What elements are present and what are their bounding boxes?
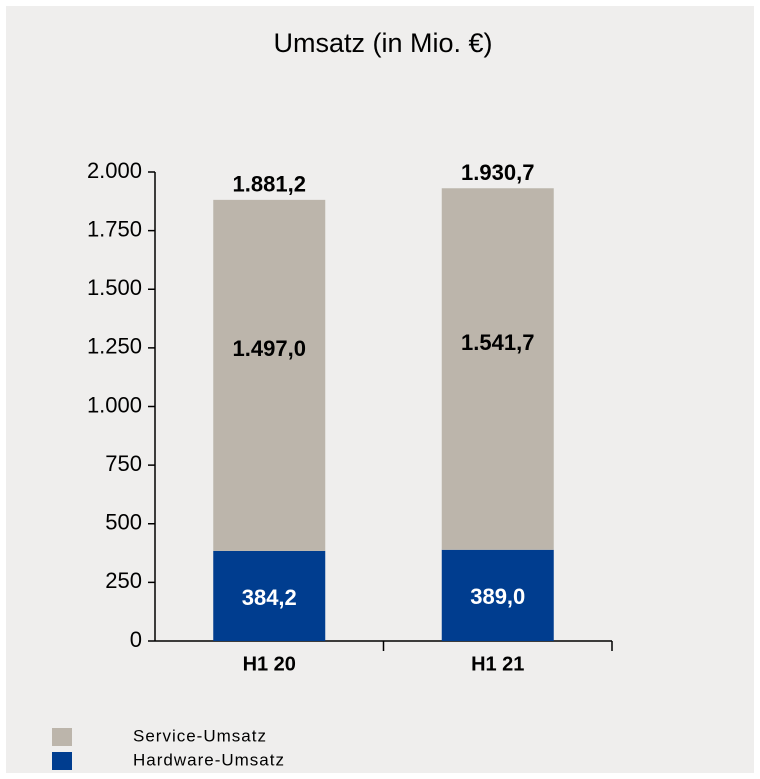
bar-segment [441,188,554,550]
x-tick-label: H1 21 [471,653,524,675]
total-label: 1.881,2 [233,172,306,197]
y-tick-label: 750 [105,451,142,476]
legend-swatch [52,752,72,770]
data-label: 1.541,7 [461,330,534,355]
y-tick-label: 250 [105,568,142,593]
y-tick-label: 1.500 [87,275,142,300]
bar-segment [441,549,554,641]
background [6,6,754,773]
bar-segment [213,199,326,551]
bar-segment [213,550,326,641]
y-tick-label: 2.000 [87,158,142,183]
legend-label: Hardware-Umsatz [133,750,285,769]
data-label: 389,0 [470,584,525,609]
total-label: 1.930,7 [461,160,534,185]
data-label: 384,2 [242,585,297,610]
y-tick-label: 1.250 [87,334,142,359]
y-tick-label: 1.750 [87,216,142,241]
y-tick-label: 500 [105,510,142,535]
x-tick-label: H1 20 [243,653,296,675]
y-tick-label: 1.000 [87,392,142,417]
data-label: 1.497,0 [233,336,306,361]
chart-title: Umsatz (in Mio. €) [273,28,492,58]
legend-swatch [52,728,72,746]
legend-label: Service-Umsatz [133,726,267,745]
y-tick-label: 0 [130,627,142,652]
